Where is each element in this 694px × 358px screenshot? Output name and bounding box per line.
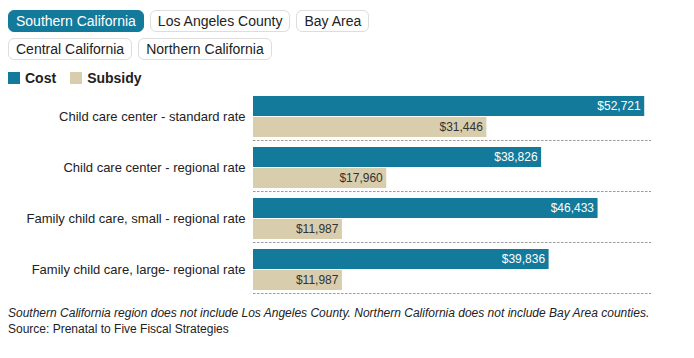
svg-text:Child care center - regional r: Child care center - regional rate — [63, 160, 245, 175]
svg-text:$52,721: $52,721 — [597, 99, 641, 113]
svg-text:$11,987: $11,987 — [296, 273, 339, 287]
html-text:Cost: Cost — [25, 70, 57, 86]
svg-text:Family child care, small - reg: Family child care, small - regional rate — [27, 211, 246, 226]
svg-text:$38,826: $38,826 — [494, 150, 538, 164]
html-text:Southern California region doe: Southern California region does not incl… — [8, 306, 650, 320]
html-text:Source: Prenatal to Five Fisca: Source: Prenatal to Five Fiscal Strategi… — [8, 322, 229, 336]
html-text:Central California: Central California — [16, 41, 125, 57]
svg-text:$31,446: $31,446 — [439, 120, 483, 134]
svg-text:$11,987: $11,987 — [296, 222, 339, 236]
svg-text:$46,433: $46,433 — [551, 201, 595, 215]
html-text:Northern California: Northern California — [146, 41, 264, 57]
svg-text:$17,960: $17,960 — [339, 171, 383, 185]
html-text:Southern California: Southern California — [16, 13, 136, 29]
html-text:Los Angeles County: Los Angeles County — [157, 13, 283, 29]
svg-text:Child care center - standard r: Child care center - standard rate — [59, 109, 245, 124]
html-text:Bay Area: Bay Area — [304, 13, 362, 29]
svg-text:Family child care, large- regi: Family child care, large- regional rate — [32, 262, 246, 277]
svg-text:$39,836: $39,836 — [502, 252, 546, 266]
html-text:Subsidy: Subsidy — [87, 70, 142, 86]
